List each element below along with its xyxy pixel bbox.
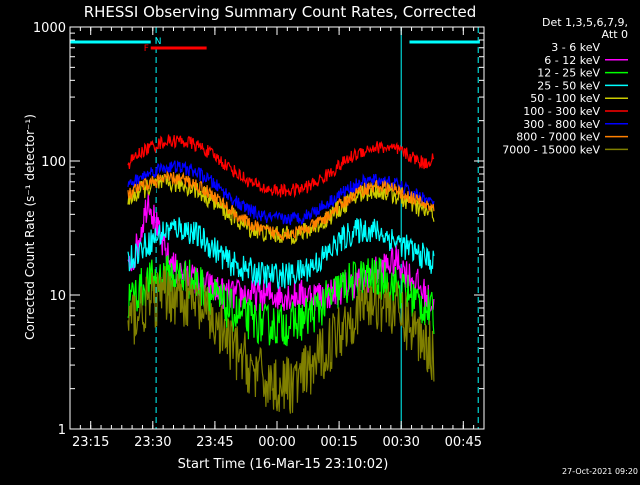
plot-area: NF 1 10 100 1000 23:15 23:30 23:45 00:00 00:15 00:…: [33, 21, 485, 450]
legend-entry-label-3: 12 - 25 keV: [537, 67, 600, 80]
x-tick-label: 00:45: [445, 435, 482, 450]
x-axis-label: Start Time (16-Mar-15 23:10:02): [178, 457, 389, 472]
x-tick-label: 00:30: [382, 435, 419, 450]
legend-entry-label-6: 100 - 300 keV: [523, 105, 600, 118]
legend-header-line-2: Att 0: [602, 28, 628, 41]
flare-flag-label: F: [144, 44, 149, 54]
series-line-8: [127, 170, 435, 242]
legend-entry-label-4: 25 - 50 keV: [537, 79, 600, 92]
x-tick-label: 00:15: [320, 435, 357, 450]
timestamp: 27-Oct-2021 09:20: [562, 467, 638, 476]
legend-header-line-1: Det 1,3,5,6,7,9,: [542, 16, 628, 29]
night-flag-label: N: [155, 37, 162, 47]
y-axis-label: Corrected Count Rate (s⁻¹ detector⁻¹): [23, 114, 37, 340]
series-line-3: [127, 255, 435, 347]
series-line-4: [127, 217, 435, 290]
x-tick-label: 00:00: [258, 435, 295, 450]
legend-entry-label-1: 3 - 6 keV: [551, 41, 600, 54]
y-tick-label: 1: [58, 423, 66, 438]
x-tick-label: 23:30: [134, 435, 171, 450]
y-tick-label: 100: [41, 155, 66, 170]
series-line-6: [127, 134, 435, 199]
legend-entry-label-9: 7000 - 15000 keV: [502, 143, 600, 156]
legend-entry-label-5: 50 - 100 keV: [530, 92, 600, 105]
x-tick-label: 23:45: [196, 435, 233, 450]
series-line-9: [127, 266, 435, 414]
chart-title: RHESSI Observing Summary Count Rates, Co…: [84, 3, 477, 21]
x-tick-label: 23:15: [72, 435, 109, 450]
y-tick-label: 1000: [33, 21, 66, 36]
y-tick-label: 10: [49, 289, 66, 304]
legend-entry-label-8: 800 - 7000 keV: [516, 131, 600, 144]
legend-entry-label-2: 6 - 12 keV: [544, 54, 600, 67]
legend-entry-label-7: 300 - 800 keV: [523, 118, 600, 131]
